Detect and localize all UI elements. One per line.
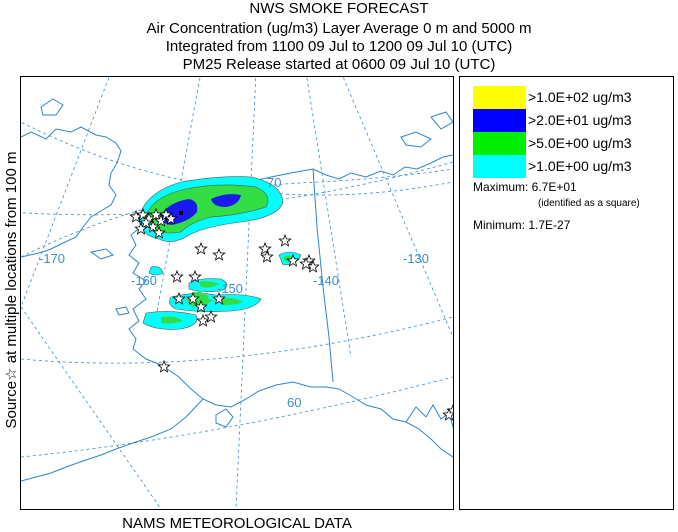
source-star-icon <box>442 407 453 421</box>
lon150-label: -150 <box>217 281 243 296</box>
longitude-lines <box>21 77 453 509</box>
lon-line-170-south <box>21 306 162 509</box>
grid-labels: 70 60 -170 -160 -150 -140 -130 <box>39 175 429 410</box>
banks-island <box>400 131 432 148</box>
source-star-icon <box>186 291 200 305</box>
lat70-label: 70 <box>267 175 281 190</box>
st-lawrence-island <box>89 248 114 260</box>
legend-swatch-green <box>473 132 526 155</box>
source-star-icon <box>299 256 313 270</box>
lat60-label: 60 <box>287 395 301 410</box>
arctic-island <box>430 111 453 130</box>
legend-maximum: Maximum: 6.7E+01 <box>473 180 577 194</box>
legend-swatch-cyan <box>473 155 526 178</box>
siberia-coast <box>21 126 122 258</box>
lon-line-150 <box>235 77 257 509</box>
legend-label-4: >1.0E+00 ug/m3 <box>528 158 632 174</box>
subtitle-release: PM25 Release started at 0600 09 Jul 10 (… <box>182 56 496 73</box>
lon170-label: -170 <box>39 251 65 266</box>
nunivak-island <box>115 306 130 316</box>
maximum-square <box>179 211 183 215</box>
source-star-icon <box>196 313 210 327</box>
source-markers <box>129 207 453 421</box>
subtitle-concentration: Air Concentration (ug/m3) Layer Average … <box>146 20 532 37</box>
source-star-icon <box>164 211 178 225</box>
border-line <box>312 168 334 383</box>
source-star-icon <box>136 207 150 221</box>
legend-swatch-blue <box>473 109 526 132</box>
source-star-icon <box>212 247 226 261</box>
legend-panel: >1.0E+02 ug/m3 >2.0E+01 ug/m3 >5.0E+00 u… <box>459 76 674 510</box>
panhandle-coast <box>405 404 453 428</box>
source-star-icon <box>154 213 168 227</box>
lon-line-170 <box>21 77 110 308</box>
legend-minimum: Minimum: 1.7E-27 <box>473 218 571 232</box>
kodiak-island <box>215 408 234 428</box>
legend-swatch-yellow <box>473 86 526 109</box>
lon-line-140 <box>306 77 352 358</box>
source-star-icon <box>194 241 208 255</box>
beaufort-coast <box>312 154 453 180</box>
plume-small-west <box>148 266 164 276</box>
subtitle-integration: Integrated from 1100 09 Jul to 1200 09 J… <box>165 38 513 55</box>
plume-main-blue-2 <box>211 194 241 207</box>
source-star-icon <box>278 233 292 247</box>
source-star-icon <box>134 221 148 235</box>
plume-central-2-green-b <box>221 298 243 306</box>
source-star-icon <box>258 241 272 255</box>
plume-central-3-green <box>161 316 183 324</box>
lon160-label: -160 <box>131 273 157 288</box>
lon140-label: -140 <box>313 273 339 288</box>
wrangel-island <box>40 98 64 116</box>
source-star-icon <box>188 269 202 283</box>
map-canvas: 70 60 -170 -160 -150 -140 -130 <box>21 77 453 509</box>
source-star-icon <box>139 215 153 229</box>
alaska-peninsula <box>21 398 204 482</box>
forecast-map: 70 60 -170 -160 -150 -140 -130 <box>20 76 454 510</box>
lat-line-60 <box>21 316 453 364</box>
source-star-icon <box>260 249 274 263</box>
source-star-icon <box>194 299 208 313</box>
lat-line-70 <box>21 168 453 258</box>
source-star-icon <box>204 309 218 323</box>
source-star-icon <box>152 225 166 239</box>
legend-maximum-note: (identified as a square) <box>538 198 640 209</box>
map-title: NWS SMOKE FORECAST <box>249 0 429 17</box>
source-star-icon <box>172 291 186 305</box>
legend-label-2: >2.0E+01 ug/m3 <box>528 112 632 128</box>
plume-central-2 <box>169 293 262 312</box>
legend-label-1: >1.0E+02 ug/m3 <box>528 89 632 105</box>
lat-line-55 <box>21 376 453 458</box>
lon-line-130 <box>342 77 453 338</box>
source-star-icon <box>212 291 226 305</box>
source-star-icon <box>170 269 184 283</box>
lon130-label: -130 <box>403 251 429 266</box>
legend-label-3: >5.0E+00 ug/m3 <box>528 135 632 151</box>
source-star-icon <box>157 359 171 373</box>
source-star-icon <box>286 253 300 267</box>
source-height-label: Source☆ at multiple locations from 100 m <box>3 151 20 429</box>
meteorological-data-label: NAMS METEOROLOGICAL DATA <box>122 515 352 532</box>
plume-central-1-green <box>199 281 219 288</box>
